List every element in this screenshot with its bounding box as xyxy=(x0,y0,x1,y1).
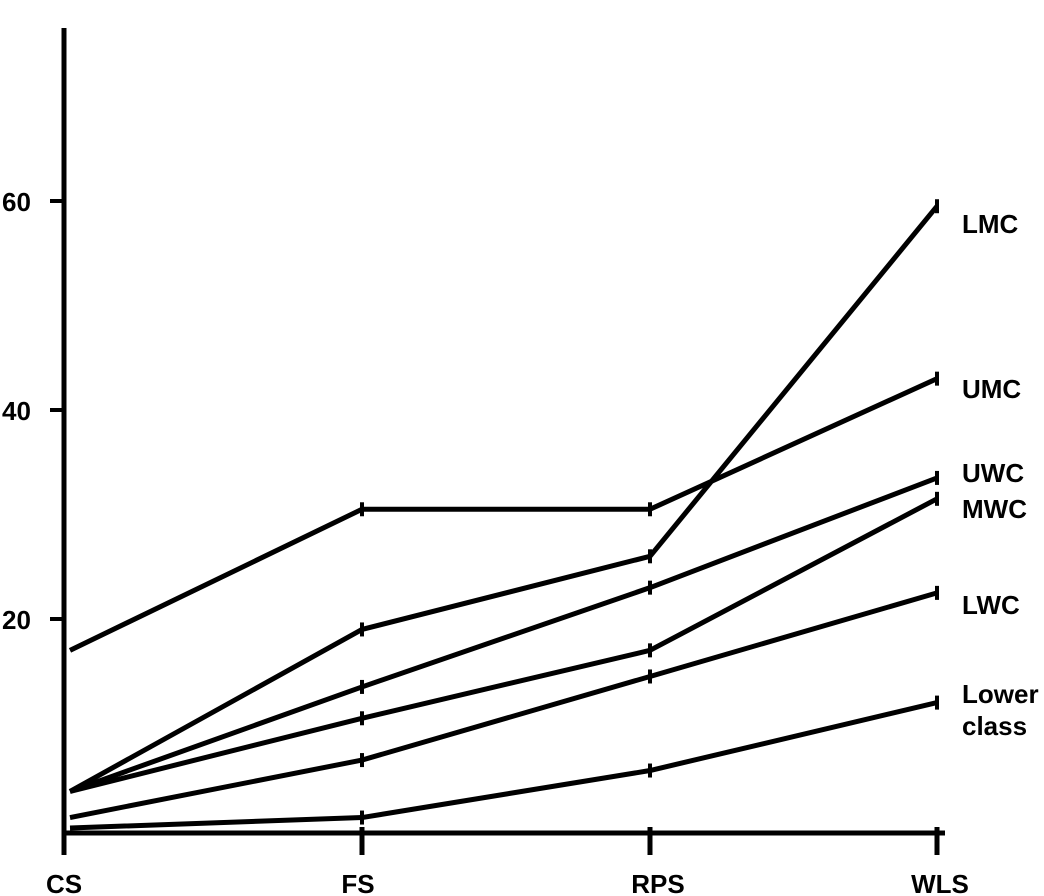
y-tick-label: 60 xyxy=(2,187,31,217)
x-ticks: CS FS RPS WLS xyxy=(46,827,969,896)
series-line-umc xyxy=(68,376,939,653)
series-label-umc: UMC xyxy=(962,374,1021,404)
series-label-lower-class: Lower xyxy=(962,679,1039,709)
series-label-mwc: MWC xyxy=(962,494,1027,524)
series-line-lwc xyxy=(69,590,938,821)
y-ticks: 20 40 60 xyxy=(2,187,64,635)
series-label-lower-class: class xyxy=(962,711,1027,741)
x-tick-label: FS xyxy=(341,869,374,896)
y-tick-label: 40 xyxy=(2,396,31,426)
x-tick-label: RPS xyxy=(631,869,684,896)
series-line-mwc xyxy=(69,496,939,794)
series-lines xyxy=(68,199,939,831)
x-tick-label: CS xyxy=(46,869,82,896)
x-tick-label: WLS xyxy=(911,869,969,896)
series-line-lower-class xyxy=(69,700,938,831)
axes xyxy=(61,28,945,853)
y-tick-label: 20 xyxy=(2,605,31,635)
series-line-uwc xyxy=(69,475,938,794)
series-label-lwc: LWC xyxy=(962,590,1020,620)
series-label-uwc: UWC xyxy=(962,458,1024,488)
series-label-lmc: LMC xyxy=(962,209,1019,239)
series-line-lmc xyxy=(68,204,939,794)
